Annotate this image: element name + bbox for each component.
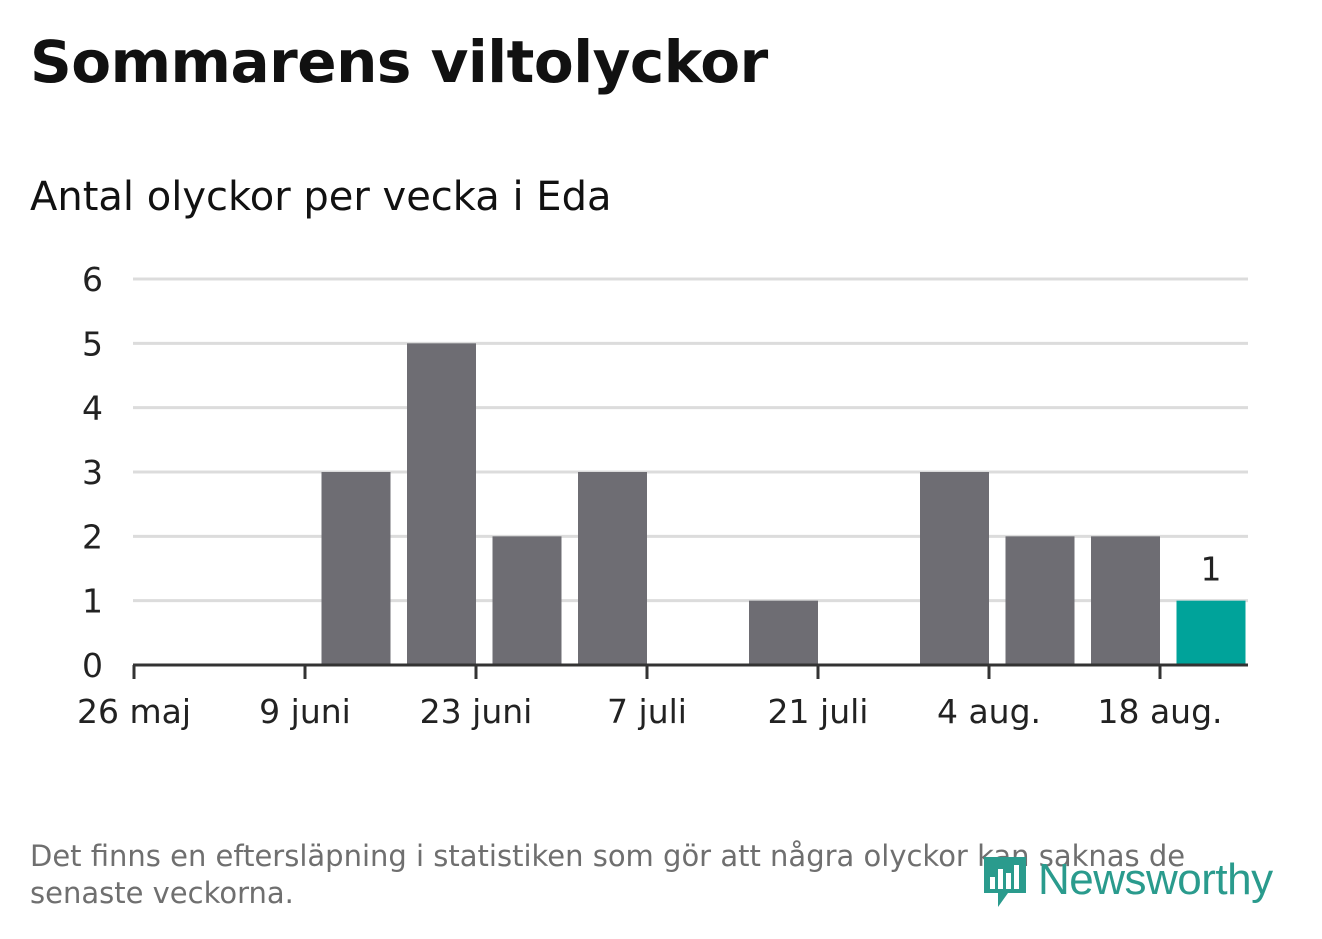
bar-chart-speech-bubble-icon: [984, 857, 1026, 907]
bar: [920, 472, 989, 665]
x-tick-label: 18 aug.: [1097, 692, 1222, 731]
x-tick-label: 4 aug.: [937, 692, 1041, 731]
y-tick-label: 5: [82, 324, 103, 363]
bar: [1176, 600, 1246, 665]
y-tick-label: 3: [82, 453, 103, 492]
y-tick-label: 1: [82, 582, 103, 621]
chart-title: Sommarens viltolyckor: [30, 28, 768, 96]
x-tick-label: 21 juli: [768, 692, 869, 731]
chart-subtitle: Antal olyckor per vecka i Eda: [30, 174, 612, 220]
y-tick-label: 6: [82, 260, 103, 299]
brand-logo: Newsworthy: [980, 848, 1273, 912]
brand-name: Newsworthy: [1038, 855, 1273, 904]
x-tick-label: 7 juli: [607, 692, 687, 731]
bar: [578, 472, 647, 665]
data-label: 1: [1201, 550, 1222, 589]
bar: [492, 536, 562, 665]
bar: [321, 472, 391, 665]
bar: [1005, 536, 1075, 665]
x-tick-label: 9 juni: [259, 692, 351, 731]
bar: [1091, 536, 1160, 665]
bar: [749, 600, 818, 665]
bar: [407, 343, 476, 665]
y-tick-label: 4: [82, 389, 103, 428]
y-tick-label: 2: [82, 517, 103, 556]
bar-chart: 0 1 2 3 4 5 6 1 26 maj 9 juni 23 juni 7 juli 21 juli…: [77, 260, 1248, 731]
x-tick-label: 23 juni: [420, 692, 533, 731]
y-tick-label: 0: [82, 646, 103, 685]
x-tick-label: 26 maj: [77, 692, 191, 731]
